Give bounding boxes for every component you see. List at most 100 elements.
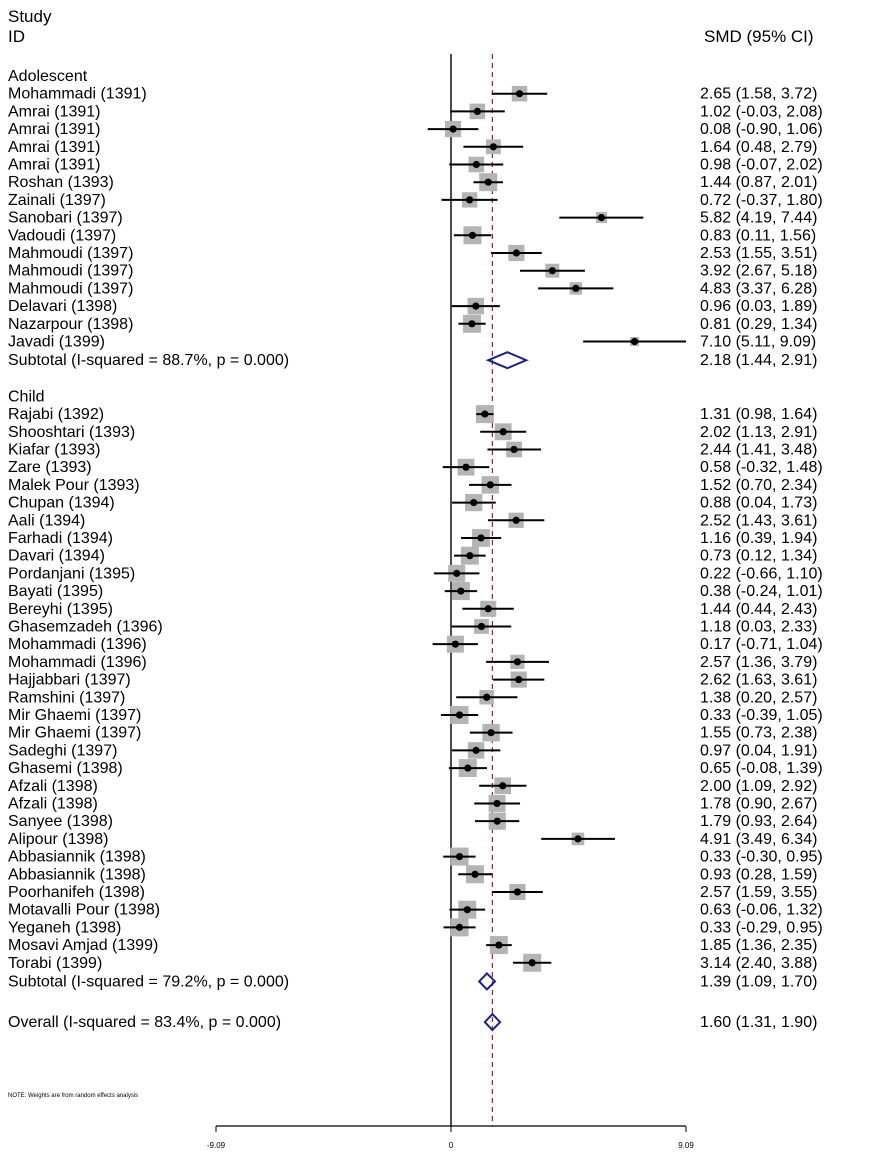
subtotal-effect-label: 1.39 (1.09, 1.70) [700,973,817,990]
study-label: Roshan (1393) [8,174,114,191]
effect-label: 1.55 (0.73, 2.38) [700,725,817,742]
effect-label: 1.44 (0.44, 2.43) [700,601,817,618]
effect-label: 1.79 (0.93, 2.64) [700,813,817,830]
study-label: Amrai (1391) [8,121,100,138]
study-label: Nazarpour (1398) [8,316,133,333]
study-label: Mosavi Amjad (1399) [8,937,158,954]
effect-label: 0.63 (-0.06, 1.32) [700,902,823,919]
point-estimate [468,320,475,327]
study-label: Abbasiannik (1398) [8,849,146,866]
point-estimate [472,303,479,310]
study-label: Davari (1394) [8,548,105,565]
study-label: Mir Ghaemi (1397) [8,707,141,724]
header-study: Study [8,7,52,26]
effect-label: 0.97 (0.04, 1.91) [700,742,817,759]
study-label: Alipour (1398) [8,831,109,848]
effect-label: 5.82 (4.19, 7.44) [700,210,817,227]
effect-label: 1.38 (0.20, 2.57) [700,689,817,706]
point-estimate [487,729,494,736]
point-estimate [453,570,460,577]
effect-label: 0.17 (-0.71, 1.04) [700,636,823,653]
point-estimate [514,888,521,895]
point-estimate [473,161,480,168]
point-estimate [549,267,556,274]
study-label: Ramshini (1397) [8,689,125,706]
subtotal-label: Subtotal (I-squared = 79.2%, p = 0.000) [8,973,289,990]
effect-label: 0.81 (0.29, 1.34) [700,316,817,333]
study-label: Bereyhi (1395) [8,601,113,618]
effect-label: 1.18 (0.03, 2.33) [700,618,817,635]
x-tick-label: -9.09 [207,1141,226,1150]
overall-effect-label: 1.60 (1.31, 1.90) [700,1014,817,1031]
study-label: Mahmoudi (1397) [8,263,133,280]
point-estimate [474,108,481,115]
study-label: Afzali (1398) [8,795,98,812]
effect-label: 1.31 (0.98, 1.64) [700,406,817,423]
footnote: NOTE: Weights are from random effects an… [8,1093,138,1099]
point-estimate [487,481,494,488]
study-label: Zainali (1397) [8,192,106,209]
effect-label: 0.98 (-0.07, 2.02) [700,157,823,174]
header-effect: SMD (95% CI) [704,27,814,46]
point-estimate [456,853,463,860]
effect-label: 2.52 (1.43, 3.61) [700,512,817,529]
point-estimate [598,214,605,221]
point-estimate [499,782,506,789]
study-label: Amrai (1391) [8,139,100,156]
point-estimate [456,711,463,718]
point-estimate [481,410,488,417]
point-estimate [464,764,471,771]
study-label: Sadeghi (1397) [8,742,117,759]
study-label: Chupan (1394) [8,495,115,512]
study-label: Motavalli Pour (1398) [8,902,160,919]
effect-label: 2.62 (1.63, 3.61) [700,672,817,689]
point-estimate [478,623,485,630]
group-heading: Adolescent [8,68,88,85]
point-estimate [452,641,459,648]
study-label: Amrai (1391) [8,103,100,120]
effect-label: 1.02 (-0.03, 2.08) [700,103,823,120]
point-estimate [490,143,497,150]
study-label: Aali (1394) [8,512,85,529]
point-estimate [472,747,479,754]
study-label: Vadoudi (1397) [8,227,116,244]
effect-label: 1.85 (1.36, 2.35) [700,937,817,954]
study-label: Mohammadi (1396) [8,636,147,653]
point-estimate [469,232,476,239]
point-estimate [510,446,517,453]
study-label: Javadi (1399) [8,334,105,351]
effect-label: 0.83 (0.11, 1.56) [700,227,816,244]
subtotal-label: Subtotal (I-squared = 88.7%, p = 0.000) [8,352,289,369]
effect-label: 0.33 (-0.29, 0.95) [700,919,823,936]
study-label: Ghasemzadeh (1396) [8,618,163,635]
study-label: Malek Pour (1393) [8,477,140,494]
study-label: Mir Ghaemi (1397) [8,725,141,742]
overall-label: Overall (I-squared = 83.4%, p = 0.000) [8,1014,281,1031]
study-label: Mahmoudi (1397) [8,280,133,297]
point-estimate [485,605,492,612]
study-label: Ghasemi (1398) [8,760,123,777]
effect-label: 2.53 (1.55, 3.51) [700,245,817,262]
point-estimate [572,285,579,292]
point-estimate [493,800,500,807]
point-estimate [494,818,501,825]
point-estimate [464,906,471,913]
x-tick-label: 9.09 [678,1141,694,1150]
study-label: Kiafar (1393) [8,441,101,458]
effect-label: 7.10 (5.11, 9.09) [700,334,816,351]
effect-label: 0.58 (-0.32, 1.48) [700,459,823,476]
effect-label: 1.78 (0.90, 2.67) [700,795,817,812]
study-label: Farhadi (1394) [8,530,113,547]
point-estimate [471,871,478,878]
point-estimate [500,428,507,435]
effect-label: 0.96 (0.03, 1.89) [700,298,817,315]
effect-label: 1.16 (0.39, 1.94) [700,530,817,547]
effect-label: 0.38 (-0.24, 1.01) [700,583,823,600]
effect-label: 0.33 (-0.39, 1.05) [700,707,823,724]
point-estimate [515,676,522,683]
effect-label: 2.57 (1.59, 3.55) [700,884,817,901]
effect-label: 0.72 (-0.37, 1.80) [700,192,823,209]
effect-label: 0.33 (-0.30, 0.95) [700,849,823,866]
subtotal-effect-label: 2.18 (1.44, 2.91) [700,352,817,369]
